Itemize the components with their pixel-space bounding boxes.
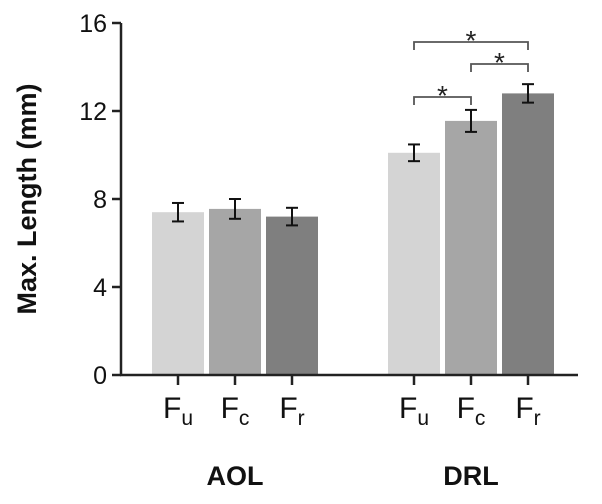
category-subscript: u [181, 407, 193, 430]
group-label-drl: DRL [443, 461, 499, 491]
significance-bracket: * [413, 25, 529, 56]
category-main: F [457, 392, 475, 425]
x-category-label: Fc [221, 392, 250, 430]
x-category-label: Fr [515, 392, 540, 430]
error-bar [465, 108, 477, 133]
bar-drl-fu [388, 152, 440, 375]
category-subscript: r [298, 407, 305, 430]
significance-bracket: * [470, 47, 529, 78]
category-subscript: r [534, 407, 541, 430]
group-label-aol: AOL [207, 461, 264, 491]
significance-star: * [494, 47, 505, 78]
category-main: F [399, 392, 417, 425]
category-main: F [515, 392, 533, 425]
x-category-labels: Fu Fc Fr Fu Fc Fr [163, 375, 541, 430]
error-bar [522, 83, 534, 104]
bar-drl-fr [502, 93, 554, 376]
y-tick-label: 8 [93, 186, 107, 214]
category-main: F [163, 392, 181, 425]
category-main: F [279, 392, 297, 425]
significance-star: * [437, 80, 448, 111]
x-category-label: Fu [163, 392, 193, 430]
x-category-label: Fc [457, 392, 486, 430]
bar-aol-fu [152, 212, 204, 375]
significance-bracket: * [413, 80, 472, 111]
category-subscript: c [239, 407, 250, 430]
y-tick-label: 0 [93, 362, 107, 390]
error-bar [286, 206, 298, 227]
significance-brackets: * * * [413, 25, 529, 111]
error-bars [172, 83, 534, 227]
group-labels: AOL DRL [207, 461, 499, 491]
y-ticks: 0 4 8 12 16 [79, 10, 121, 390]
x-category-label: Fu [399, 392, 429, 430]
y-axis-title: Max. Length (mm) [12, 83, 42, 314]
category-subscript: c [475, 407, 486, 430]
significance-star: * [466, 25, 477, 56]
category-main: F [221, 392, 239, 425]
y-tick-label: 12 [79, 98, 107, 126]
category-subscript: u [417, 407, 429, 430]
error-bar [229, 198, 241, 220]
y-tick-label: 16 [79, 10, 107, 38]
bar-aol-fc [209, 208, 261, 375]
error-bar [408, 143, 420, 163]
bars [152, 93, 554, 376]
bar-aol-fr [266, 216, 318, 375]
error-bar [172, 201, 184, 223]
x-category-label: Fr [279, 392, 304, 430]
bar-drl-fc [445, 120, 497, 376]
y-tick-label: 4 [93, 274, 107, 302]
